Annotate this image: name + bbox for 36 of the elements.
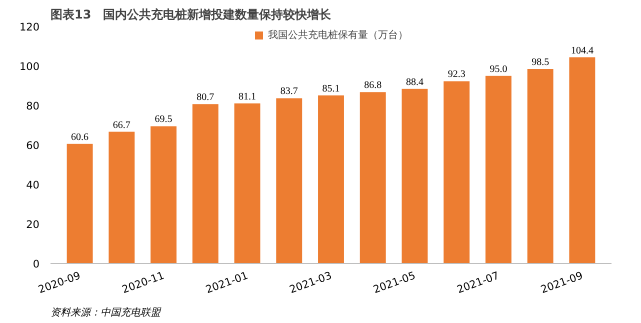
chart-title: 图表13 国内公共充电桩新增投建数量保持较快增长 (50, 8, 332, 22)
text: 66.7 (112, 120, 130, 131)
text: 85.1 (322, 83, 340, 94)
text: 资料来源：中国充电联盟 (50, 306, 162, 318)
bar (192, 104, 218, 264)
text: 81.1 (238, 91, 256, 102)
bar (318, 95, 344, 264)
text: 60.6 (71, 132, 89, 143)
bar (485, 76, 512, 264)
bar (276, 98, 302, 264)
legend-label: 我国公共充电桩保有量（万台） (268, 28, 408, 42)
text: 98.5 (532, 56, 550, 68)
y-tick-label: 100 (19, 61, 40, 73)
bar (569, 57, 596, 264)
y-tick-label: 80 (26, 100, 40, 112)
text: 92.3 (448, 69, 466, 80)
bar (66, 144, 93, 264)
text: 88.4 (406, 76, 424, 88)
y-tick-label: 40 (26, 180, 40, 192)
y-tick-label: 20 (26, 219, 40, 231)
y-tick-label: 0 (32, 258, 40, 270)
text: 95.0 (490, 64, 508, 75)
text: 104.4 (570, 45, 594, 56)
y-tick-label: 120 (19, 22, 40, 34)
bar (234, 103, 260, 264)
bar (360, 92, 386, 264)
text: 69.5 (154, 114, 172, 126)
bar (527, 68, 554, 264)
text: 80.7 (196, 92, 214, 104)
bar (150, 126, 177, 264)
bar (108, 132, 135, 264)
bar (444, 81, 470, 264)
y-tick-label: 60 (26, 140, 40, 152)
text: 86.8 (364, 80, 382, 92)
bar (402, 88, 428, 264)
text: 83.7 (280, 86, 298, 98)
